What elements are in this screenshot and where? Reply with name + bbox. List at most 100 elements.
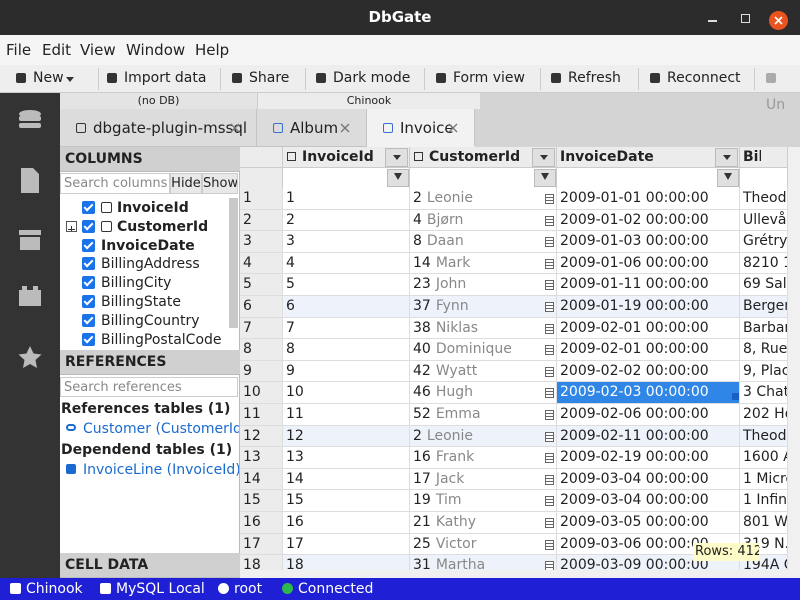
toolbar-button[interactable]: New bbox=[16, 65, 88, 93]
cell-invoice-date[interactable]: 2009-01-19 00:00:00 bbox=[557, 296, 740, 318]
lookup-icon[interactable] bbox=[545, 388, 554, 399]
lookup-icon[interactable] bbox=[545, 453, 554, 464]
tab-close[interactable] bbox=[229, 109, 243, 147]
cell-customer[interactable]: 16 Frank bbox=[410, 447, 557, 469]
cell-invoice-id[interactable]: 13 bbox=[283, 447, 410, 469]
lookup-icon[interactable] bbox=[545, 518, 554, 528]
cell-invoice-id[interactable]: 7 bbox=[283, 317, 410, 340]
column-item[interactable]: BillingAddress bbox=[82, 255, 228, 274]
cell-customer[interactable]: 37 Fynn bbox=[410, 296, 557, 318]
cell-billing[interactable]: Theodo bbox=[740, 188, 788, 210]
cell-invoice-id[interactable]: 17 bbox=[283, 533, 410, 556]
column-item[interactable]: BillingCountry bbox=[82, 312, 228, 331]
maximize[interactable] bbox=[741, 14, 750, 23]
lookup-icon[interactable] bbox=[545, 280, 554, 291]
toolbar-button[interactable]: Import data bbox=[107, 65, 210, 93]
cell-invoice-id[interactable]: 14 bbox=[283, 468, 410, 491]
checkbox[interactable] bbox=[82, 295, 95, 308]
tab-close[interactable] bbox=[447, 109, 461, 147]
plugin-icon[interactable] bbox=[19, 286, 41, 306]
cell-customer[interactable]: 2 Leonie bbox=[410, 188, 557, 210]
lookup-icon[interactable] bbox=[545, 194, 554, 204]
toolbar-button[interactable]: Share bbox=[232, 65, 295, 93]
checkbox[interactable] bbox=[82, 332, 95, 346]
vertical-scrollbar[interactable] bbox=[788, 147, 800, 578]
close[interactable] bbox=[769, 11, 788, 30]
cell-billing[interactable]: 1600 A bbox=[740, 447, 788, 469]
cell-invoice-date[interactable]: 2009-01-06 00:00:00 bbox=[557, 252, 740, 275]
favorites-icon[interactable] bbox=[18, 346, 42, 368]
cell-customer[interactable]: 52 Emma bbox=[410, 404, 557, 426]
cell-invoice-id[interactable]: 9 bbox=[283, 360, 410, 383]
cell-invoice-date[interactable]: 2009-02-01 00:00:00 bbox=[557, 317, 740, 340]
menu-item[interactable]: Window bbox=[126, 41, 186, 59]
cell-customer[interactable]: 21 Kathy bbox=[410, 512, 557, 534]
menu-item[interactable]: File bbox=[6, 41, 32, 59]
lookup-icon[interactable] bbox=[545, 302, 554, 312]
cell-invoice-id[interactable]: 1 bbox=[283, 188, 410, 210]
cell-billing[interactable]: 9, Place bbox=[740, 360, 788, 383]
cell-billing[interactable]: 8210 1 bbox=[740, 252, 788, 275]
cell-invoice-date[interactable]: 2009-01-03 00:00:00 bbox=[557, 231, 740, 253]
checkbox[interactable] bbox=[82, 238, 95, 252]
toolbar-button[interactable]: Form view bbox=[436, 65, 530, 93]
cell-customer[interactable]: 8 Daan bbox=[410, 231, 557, 253]
cell-billing[interactable]: 1 Micro bbox=[740, 468, 788, 491]
lookup-icon[interactable] bbox=[545, 258, 554, 269]
dependent-link[interactable]: InvoiceLine (InvoiceId) bbox=[83, 462, 239, 478]
hide-button[interactable]: Hide bbox=[170, 173, 202, 194]
filter-cell[interactable] bbox=[283, 168, 410, 188]
cell-customer[interactable]: 40 Dominique bbox=[410, 339, 557, 361]
cell-invoice-id[interactable]: 5 bbox=[283, 274, 410, 296]
lookup-icon[interactable] bbox=[545, 366, 554, 377]
menu-item[interactable]: View bbox=[80, 41, 116, 59]
cell-invoice-date[interactable]: 2009-01-01 00:00:00 bbox=[557, 188, 740, 210]
cell-customer[interactable]: 38 Niklas bbox=[410, 317, 557, 340]
cell-invoice-date[interactable]: 2009-02-01 00:00:00 bbox=[557, 339, 740, 361]
cell-invoice-id[interactable]: 6 bbox=[283, 296, 410, 318]
menu-item[interactable]: Edit bbox=[42, 41, 72, 59]
lookup-icon[interactable] bbox=[545, 431, 554, 442]
cell-invoice-date[interactable]: 2009-01-11 00:00:00 bbox=[557, 274, 740, 296]
cell-invoice-date[interactable]: 2009-01-02 00:00:00 bbox=[557, 209, 740, 232]
filter-cell[interactable] bbox=[740, 168, 788, 188]
column-item[interactable]: InvoiceDate bbox=[82, 237, 228, 256]
show-button[interactable]: Show bbox=[202, 173, 238, 194]
cell-customer[interactable]: 19 Tim bbox=[410, 490, 557, 512]
search-input[interactable]: Search references bbox=[60, 377, 238, 397]
cell-billing[interactable]: Grétrys bbox=[740, 231, 788, 253]
cell-customer[interactable]: 2 Leonie bbox=[410, 425, 557, 448]
tab[interactable] bbox=[367, 109, 475, 147]
cell-billing[interactable]: 3 Chatl bbox=[740, 382, 788, 404]
lookup-icon[interactable] bbox=[545, 237, 554, 248]
reference-link[interactable]: Customer (CustomerId) bbox=[83, 421, 239, 437]
column-item[interactable]: InvoiceId bbox=[82, 199, 228, 218]
toolbar-button[interactable]: Un bbox=[766, 65, 800, 113]
cell-customer[interactable]: 25 Victor bbox=[410, 533, 557, 556]
cell-invoice-id[interactable]: 10 bbox=[283, 382, 410, 404]
checkbox[interactable] bbox=[82, 201, 95, 214]
cell-invoice-id[interactable]: 3 bbox=[283, 231, 410, 253]
cell-invoice-date[interactable]: 2009-02-06 00:00:00 bbox=[557, 404, 740, 426]
lookup-icon[interactable] bbox=[545, 474, 554, 485]
lookup-icon[interactable] bbox=[545, 410, 554, 420]
archive-icon[interactable] bbox=[19, 230, 41, 250]
cell-invoice-id[interactable]: 4 bbox=[283, 252, 410, 275]
cell-billing[interactable]: Bergen bbox=[740, 296, 788, 318]
cell-invoice-id[interactable]: 2 bbox=[283, 209, 410, 232]
lookup-icon[interactable] bbox=[545, 215, 554, 226]
cell-billing[interactable]: 801 W bbox=[740, 512, 788, 534]
cell-invoice-id[interactable]: 16 bbox=[283, 512, 410, 534]
cell-billing[interactable]: 1 Infini bbox=[740, 490, 788, 512]
tab[interactable] bbox=[60, 109, 257, 147]
lookup-icon[interactable] bbox=[545, 345, 554, 356]
file-icon[interactable] bbox=[21, 168, 39, 193]
filter-cell[interactable] bbox=[557, 168, 740, 188]
column-item[interactable]: BillingState bbox=[82, 293, 228, 312]
lookup-icon[interactable] bbox=[545, 496, 554, 507]
column-item[interactable]: BillingPostalCode bbox=[82, 331, 228, 350]
cell-billing[interactable]: 8, Rue bbox=[740, 339, 788, 361]
tab[interactable] bbox=[257, 109, 367, 147]
cell-invoice-date[interactable]: 2009-02-19 00:00:00 bbox=[557, 447, 740, 469]
cell-invoice-id[interactable]: 12 bbox=[283, 425, 410, 448]
